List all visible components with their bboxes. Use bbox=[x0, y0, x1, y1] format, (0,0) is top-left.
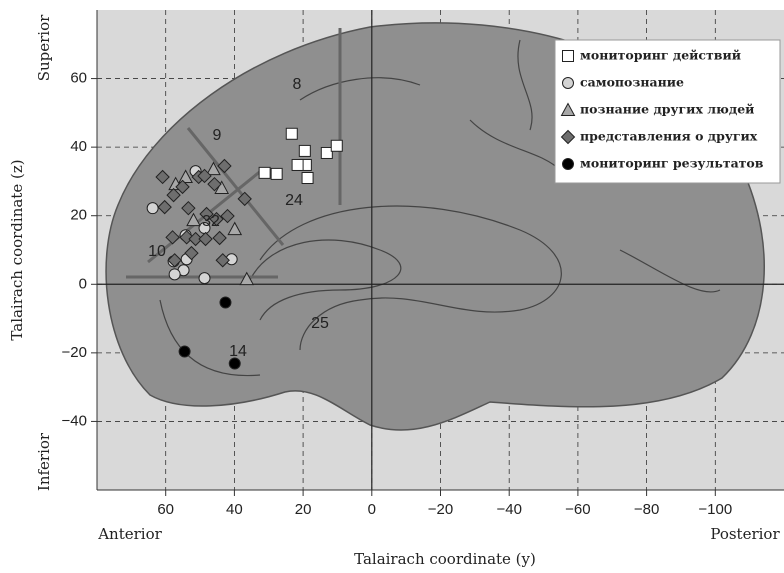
point bbox=[199, 273, 210, 284]
direction-label: Posterior bbox=[710, 525, 780, 543]
area-label: 32 bbox=[202, 213, 220, 230]
point bbox=[169, 269, 180, 280]
point bbox=[321, 147, 332, 158]
legend-label: мониторинг результатов bbox=[580, 156, 764, 171]
direction-label: Inferior bbox=[35, 432, 53, 491]
legend-marker bbox=[563, 51, 574, 62]
x-tick-label: −60 bbox=[565, 501, 590, 518]
legend: мониторинг действий самопознание познание … bbox=[555, 40, 780, 183]
legend-marker bbox=[563, 159, 574, 170]
point bbox=[299, 145, 310, 156]
x-tick-label: 0 bbox=[368, 501, 376, 518]
area-label: 24 bbox=[285, 192, 303, 209]
point bbox=[302, 173, 313, 184]
y-tick-label: 0 bbox=[79, 275, 87, 292]
legend-label: познание других людей bbox=[580, 102, 754, 117]
x-axis-title: Talairach coordinate (y) bbox=[354, 550, 536, 568]
point bbox=[286, 128, 297, 139]
x-tick-label: 20 bbox=[295, 501, 312, 518]
point bbox=[292, 159, 303, 170]
direction-label: Superior bbox=[35, 14, 53, 81]
area-label: 25 bbox=[311, 315, 329, 332]
y-tick-label: 20 bbox=[70, 207, 87, 224]
chart: 60 40 20 0 −20 −40 −60 −80 −100 −40 −20 0 20 40 60 8 9 24… bbox=[0, 0, 784, 573]
area-label: 8 bbox=[293, 76, 302, 93]
x-tick-label: 40 bbox=[226, 501, 243, 518]
x-tick-label: −20 bbox=[428, 501, 453, 518]
legend-label: самопознание bbox=[580, 75, 684, 90]
y-axis-title: Talairach coordinate (z) bbox=[8, 159, 26, 340]
x-tick-label: 60 bbox=[157, 501, 174, 518]
legend-label: мониторинг действий bbox=[580, 48, 741, 63]
area-label: 9 bbox=[213, 127, 222, 144]
point bbox=[259, 167, 270, 178]
y-tick-label: 40 bbox=[70, 138, 87, 155]
direction-label: Anterior bbox=[97, 525, 162, 543]
point bbox=[271, 168, 282, 179]
legend-marker bbox=[563, 78, 574, 89]
y-tick-label: −20 bbox=[62, 344, 87, 361]
x-tick-label: −80 bbox=[634, 501, 659, 518]
point bbox=[331, 140, 342, 151]
area-label: 10 bbox=[148, 243, 166, 260]
x-tick-label: −40 bbox=[496, 501, 521, 518]
point bbox=[179, 346, 190, 357]
legend-label: представления о других bbox=[580, 129, 758, 144]
point bbox=[220, 297, 231, 308]
y-tick-label: −40 bbox=[62, 412, 87, 429]
point bbox=[147, 203, 158, 214]
y-tick-label: 60 bbox=[70, 70, 87, 87]
area-label: 14 bbox=[229, 343, 247, 360]
x-tick-label: −100 bbox=[698, 501, 732, 518]
